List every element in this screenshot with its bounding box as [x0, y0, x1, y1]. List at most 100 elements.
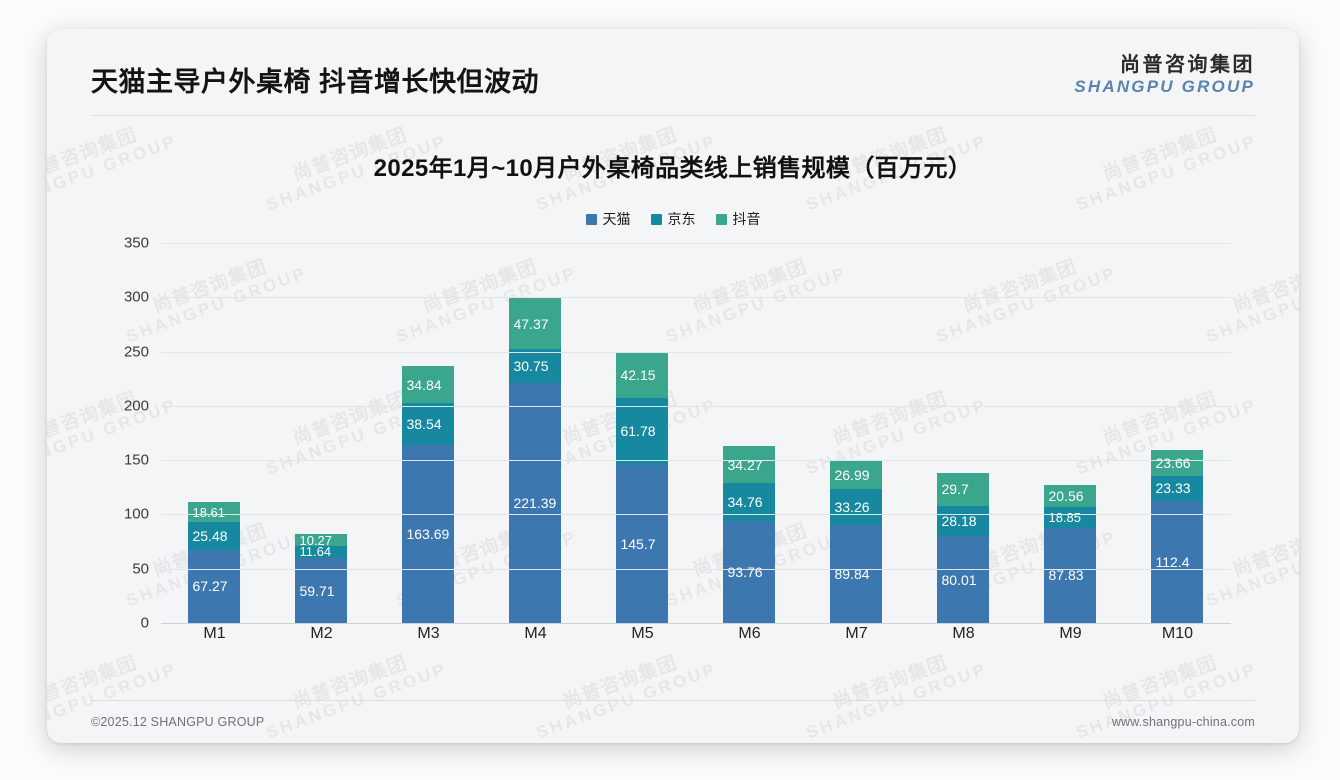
bar-segment[interactable]: 93.76 — [723, 521, 776, 623]
logo-text-cn: 尚普咨询集团 — [1120, 54, 1255, 77]
x-axis-label: M6 — [738, 625, 761, 642]
bar-segment[interactable]: 33.26 — [830, 489, 883, 526]
x-axis-label: M10 — [1161, 625, 1194, 642]
bar-segment[interactable]: 30.75 — [509, 349, 562, 383]
footer-divider — [91, 700, 1255, 701]
gridline — [161, 460, 1231, 462]
bar-segment[interactable]: 34.84 — [402, 365, 455, 404]
x-axis-labels: M1 M2 M3 M4 M5 M6 M7 M8 M9 M10 — [161, 625, 1231, 643]
bar-segment[interactable]: 23.66 — [1151, 449, 1204, 476]
bar-segment[interactable]: 20.56 — [1044, 484, 1097, 508]
bar-segment[interactable]: 87.83 — [1044, 527, 1097, 623]
gridline — [161, 568, 1231, 570]
chart-legend: 天猫 京东 抖音 — [47, 209, 1299, 229]
bar-column[interactable]: 29.7 28.18 80.01 — [915, 243, 1011, 623]
stacked-bar[interactable]: 42.15 61.78 145.7 — [616, 352, 669, 623]
gridline — [161, 623, 1231, 624]
bar-segment[interactable]: 10.27 — [295, 534, 348, 546]
stacked-bar[interactable]: 20.56 18.85 87.83 — [1044, 484, 1097, 623]
bar-segment[interactable]: 28.18 — [937, 505, 990, 537]
chart-title: 2025年1月~10月户外桌椅品类线上销售规模（百万元） — [373, 155, 973, 182]
legend-item-3[interactable]: 抖音 — [715, 209, 761, 229]
bar-segment[interactable]: 18.85 — [1044, 507, 1097, 528]
footer-copyright: ©2025.12 SHANGPU GROUP — [91, 715, 265, 729]
x-axis-label: M3 — [417, 625, 440, 642]
gridline — [161, 405, 1231, 407]
y-axis-tick: 300 — [123, 288, 149, 306]
bar-segment[interactable]: 221.39 — [509, 382, 562, 623]
bar-segment[interactable]: 23.33 — [1151, 475, 1204, 501]
bar-column[interactable]: 20.56 18.85 87.83 — [1022, 243, 1118, 623]
bar-segment[interactable]: 89.84 — [830, 525, 883, 623]
bar-column[interactable]: 47.37 30.75 221.39 — [487, 243, 583, 623]
legend-swatch-icon — [650, 213, 662, 225]
bar-column[interactable]: 26.99 33.26 89.84 — [808, 243, 904, 623]
bar-segment[interactable]: 47.37 — [509, 297, 562, 350]
chart-canvas: 18.61 25.48 67.27 10.27 11.64 59.71 34.84 38.54… — [124, 235, 1231, 632]
bar-column[interactable]: 23.66 23.33 112.4 — [1129, 243, 1225, 623]
bar-segment[interactable]: 112.4 — [1151, 500, 1204, 623]
bar-segment[interactable]: 163.69 — [402, 445, 455, 623]
legend-label: 京东 — [667, 211, 696, 227]
gridline — [161, 351, 1231, 353]
x-axis-label: M7 — [845, 625, 868, 642]
footer-website: www.shangpu-china.com — [1111, 715, 1255, 729]
stacked-bar[interactable]: 10.27 11.64 59.71 — [295, 534, 348, 623]
stacked-bar[interactable]: 29.7 28.18 80.01 — [937, 473, 990, 623]
y-axis-tick: 50 — [132, 560, 149, 578]
bar-column[interactable]: 42.15 61.78 145.7 — [594, 243, 690, 623]
legend-swatch-icon — [585, 213, 597, 225]
x-axis-label: M4 — [524, 625, 547, 642]
bar-segment[interactable]: 26.99 — [830, 460, 883, 490]
y-axis-tick: 0 — [140, 614, 149, 632]
slide-footer: ©2025.12 SHANGPU GROUP www.shangpu-china… — [91, 715, 1255, 729]
x-axis-label: M5 — [631, 625, 654, 642]
logo-text-en: SHANGPU GROUP — [1074, 77, 1255, 97]
bar-column[interactable]: 34.27 34.76 93.76 — [701, 243, 797, 623]
bar-column[interactable]: 18.61 25.48 67.27 — [166, 243, 262, 623]
bar-segment[interactable]: 18.61 — [188, 502, 241, 523]
bar-segment[interactable]: 145.7 — [616, 464, 669, 623]
slide-card: 尚普咨询集团 SHANGPU GROUP 尚普咨询集团 SHANGPU GROUP 尚普… — [47, 29, 1299, 743]
brand-logo: 尚普咨询集团 SHANGPU GROUP — [1074, 54, 1255, 105]
legend-label: 抖音 — [732, 211, 761, 227]
stacked-bar[interactable]: 34.27 34.76 93.76 — [723, 446, 776, 623]
bar-segment[interactable]: 67.27 — [188, 549, 241, 623]
legend-swatch-icon — [715, 213, 727, 225]
stacked-bar[interactable]: 26.99 33.26 89.84 — [830, 460, 883, 623]
stacked-bar[interactable]: 18.61 25.48 67.27 — [188, 502, 241, 623]
gridline — [161, 514, 1231, 516]
x-axis-label: M9 — [1059, 625, 1082, 642]
bar-column[interactable]: 10.27 11.64 59.71 — [273, 243, 369, 623]
header-divider — [91, 115, 1255, 116]
bar-segment[interactable]: 29.7 — [937, 473, 990, 506]
slide-header: 天猫主导户外桌椅 抖音增长快但波动 尚普咨询集团 SHANGPU GROUP — [47, 29, 1299, 105]
y-axis-tick: 350 — [123, 234, 149, 252]
bar-segment[interactable]: 38.54 — [402, 403, 455, 446]
y-axis-tick: 200 — [123, 397, 149, 415]
x-axis-label: M8 — [952, 625, 975, 642]
stacked-bar[interactable]: 23.66 23.33 112.4 — [1151, 449, 1204, 623]
bar-segment[interactable]: 80.01 — [937, 536, 990, 623]
bar-segment[interactable]: 11.64 — [295, 545, 348, 559]
gridline — [161, 297, 1231, 299]
chart-plot-area: 18.61 25.48 67.27 10.27 11.64 59.71 34.84 38.54… — [99, 235, 1247, 655]
bar-segment[interactable]: 34.76 — [723, 483, 776, 522]
bar-segment[interactable]: 25.48 — [188, 522, 241, 550]
bar-group: 18.61 25.48 67.27 10.27 11.64 59.71 34.84 38.54… — [161, 243, 1231, 623]
gridline — [161, 243, 1231, 244]
legend-item-2[interactable]: 京东 — [650, 209, 696, 229]
y-axis-tick: 250 — [123, 343, 149, 361]
legend-item-1[interactable]: 天猫 — [585, 209, 631, 229]
y-axis-tick: 150 — [123, 451, 149, 469]
stacked-bar[interactable]: 34.84 38.54 163.69 — [402, 365, 455, 623]
x-axis-label: M2 — [310, 625, 333, 642]
page-title: 天猫主导户外桌椅 抖音增长快但波动 — [91, 67, 540, 97]
legend-label: 天猫 — [602, 211, 631, 227]
bar-segment[interactable]: 34.27 — [723, 446, 776, 484]
stacked-bar[interactable]: 47.37 30.75 221.39 — [509, 297, 562, 623]
bar-segment[interactable]: 42.15 — [616, 352, 669, 398]
bar-column[interactable]: 34.84 38.54 163.69 — [380, 243, 476, 623]
bar-segment[interactable]: 61.78 — [616, 397, 669, 465]
y-axis-tick: 100 — [123, 505, 149, 523]
